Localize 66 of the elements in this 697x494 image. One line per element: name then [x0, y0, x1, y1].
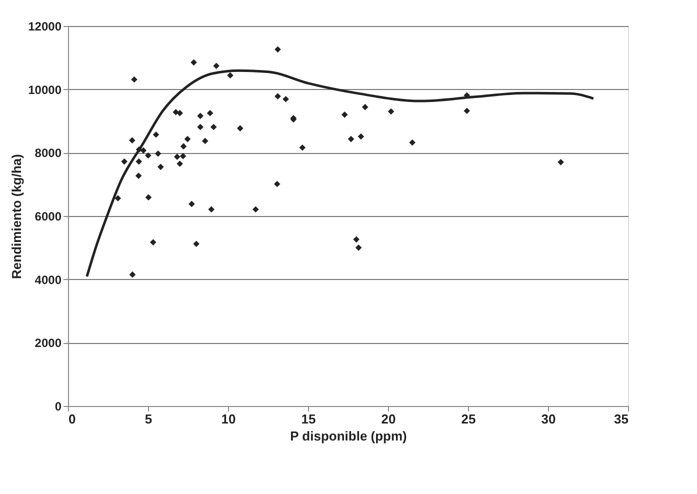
point: [355, 244, 362, 251]
y-tick-label: 0: [54, 400, 62, 414]
point: [299, 144, 306, 151]
y-tick-label: 10000: [28, 82, 62, 97]
point: [208, 206, 215, 213]
x-tick-label: 0: [68, 412, 76, 426]
point: [152, 131, 160, 138]
point: [131, 76, 138, 83]
point: [129, 137, 136, 144]
point: [227, 72, 234, 79]
y-tick-label: 12000: [28, 20, 62, 34]
point: [176, 160, 183, 167]
point: [252, 206, 259, 213]
point: [210, 124, 217, 130]
point: [348, 136, 354, 142]
x-tick-label: 15: [301, 412, 316, 426]
point: [114, 195, 122, 202]
point: [358, 133, 364, 140]
x-axis-title: P disponible (ppm): [290, 428, 407, 444]
y-tick-label: 2000: [34, 336, 62, 350]
y-tick-label: 8000: [34, 146, 62, 160]
point: [136, 158, 142, 165]
point: [558, 159, 564, 166]
point: [213, 62, 220, 70]
point: [197, 124, 204, 130]
y-tick-label: 4000: [34, 272, 62, 287]
point: [353, 236, 360, 243]
point: [129, 271, 136, 278]
point: [341, 112, 348, 118]
point: [409, 139, 416, 146]
point: [193, 240, 200, 248]
point: [184, 136, 191, 142]
point: [176, 110, 183, 116]
point: [154, 150, 162, 157]
line-series: [86, 69, 595, 278]
point: [145, 194, 152, 200]
point: [206, 110, 214, 116]
point: [202, 138, 208, 144]
x-tick-label: 25: [461, 412, 476, 426]
point: [190, 59, 197, 66]
x-tick-label: 10: [221, 412, 236, 426]
point: [282, 96, 289, 102]
point: [362, 104, 368, 110]
point: [388, 108, 394, 115]
x-tick-label: 5: [144, 412, 152, 426]
point: [145, 152, 152, 159]
y-tick-label: 6000: [34, 210, 62, 224]
point: [464, 108, 470, 114]
point: [197, 112, 204, 120]
point: [180, 143, 187, 150]
point: [237, 125, 244, 132]
point: [150, 239, 156, 246]
x-tick-label: 30: [541, 412, 556, 426]
x-tick-label: 20: [381, 412, 396, 426]
point: [180, 152, 186, 160]
y-axis-title: Rendimiento (kg/ha): [9, 154, 24, 279]
point: [121, 158, 128, 165]
point: [174, 154, 180, 160]
point: [274, 46, 281, 53]
point: [135, 172, 142, 179]
x-tick-label: 35: [614, 412, 628, 426]
point: [188, 200, 195, 208]
point: [140, 147, 147, 154]
point: [274, 180, 280, 188]
point: [274, 93, 281, 100]
point: [157, 164, 164, 170]
